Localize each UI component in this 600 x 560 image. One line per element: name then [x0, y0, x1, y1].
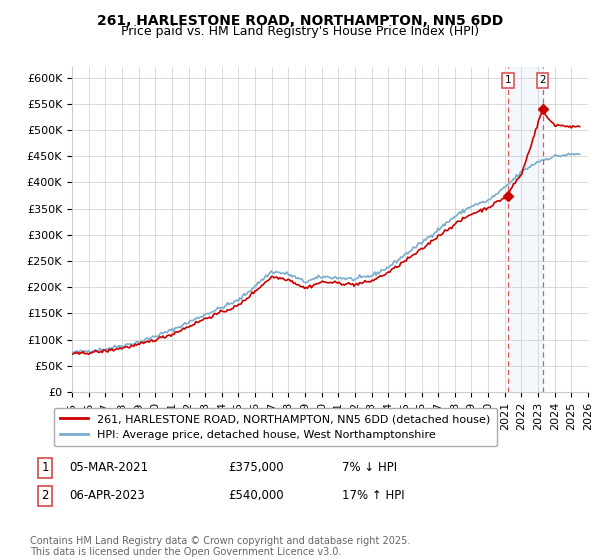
- Text: 05-MAR-2021: 05-MAR-2021: [69, 461, 148, 474]
- Text: £375,000: £375,000: [228, 461, 284, 474]
- Text: 2: 2: [41, 489, 49, 502]
- Text: 1: 1: [505, 75, 511, 85]
- Text: 7% ↓ HPI: 7% ↓ HPI: [342, 461, 397, 474]
- Text: Price paid vs. HM Land Registry's House Price Index (HPI): Price paid vs. HM Land Registry's House …: [121, 25, 479, 38]
- Text: 2: 2: [539, 75, 546, 85]
- Bar: [508, 67, 542, 392]
- Text: 261, HARLESTONE ROAD, NORTHAMPTON, NN5 6DD: 261, HARLESTONE ROAD, NORTHAMPTON, NN5 6…: [97, 14, 503, 28]
- Legend: 261, HARLESTONE ROAD, NORTHAMPTON, NN5 6DD (detached house), HPI: Average price,: 261, HARLESTONE ROAD, NORTHAMPTON, NN5 6…: [53, 408, 497, 446]
- Text: £540,000: £540,000: [228, 489, 284, 502]
- Text: 17% ↑ HPI: 17% ↑ HPI: [342, 489, 404, 502]
- Text: 06-APR-2023: 06-APR-2023: [69, 489, 145, 502]
- Text: Contains HM Land Registry data © Crown copyright and database right 2025.
This d: Contains HM Land Registry data © Crown c…: [30, 535, 410, 557]
- Text: 1: 1: [41, 461, 49, 474]
